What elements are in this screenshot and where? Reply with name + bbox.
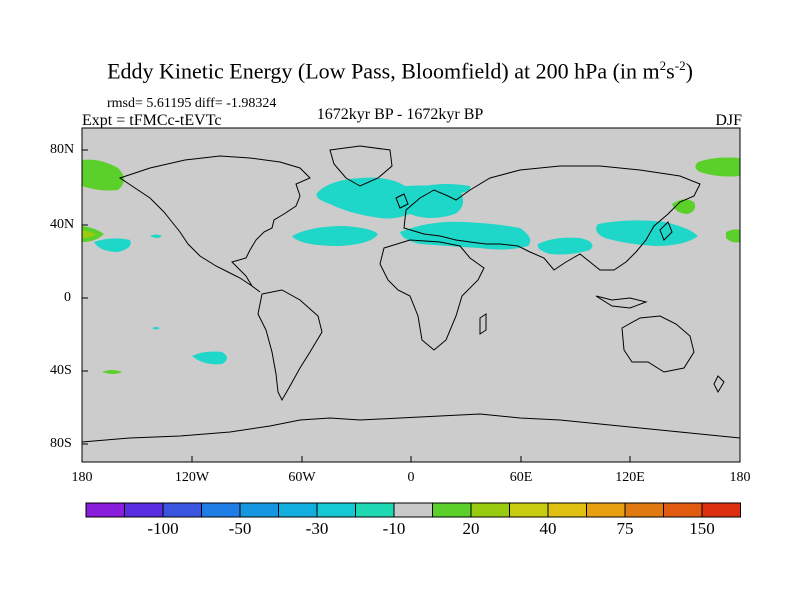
colorbar-swatch: [355, 502, 395, 518]
patch-pacific-east: [726, 229, 740, 243]
patch-south-small: [152, 327, 160, 330]
patch-south-green: [102, 370, 122, 374]
lon-label-180e: 180: [729, 470, 751, 485]
patch-pacific-small: [150, 234, 162, 238]
coast-greenland: [329, 145, 393, 187]
patch-central-asia: [537, 237, 593, 255]
colorbar-swatch: [586, 502, 626, 518]
patch-aleutian-core: [82, 230, 96, 238]
lat-label-40s: 40S: [50, 363, 72, 378]
coast-indonesia: [595, 295, 648, 309]
colorbar-swatch: [470, 502, 510, 518]
experiment-label: Expt = tFMCc-tEVTc: [82, 112, 222, 129]
lat-label-40n: 40N: [50, 217, 75, 232]
patch-mid-atlantic: [292, 226, 378, 246]
coast-north-america: [118, 155, 311, 293]
colorbar-label: 150: [689, 519, 715, 538]
patch-mediterranean: [400, 221, 531, 250]
colorbar-swatch: [85, 502, 125, 518]
colorbar-swatch: [239, 502, 279, 518]
colorbar-swatch: [509, 502, 549, 518]
colorbar-swatch: [162, 502, 202, 518]
lon-label-0: 0: [407, 470, 415, 485]
coast-madagascar: [479, 313, 487, 335]
lat-label-80n: 80N: [50, 142, 75, 157]
colorbar-swatch: [316, 502, 356, 518]
stats-text: rmsd= 5.61195 diff= -1.98324: [107, 96, 277, 111]
axis-ticks: [82, 149, 631, 462]
patch-pacific-west: [672, 199, 696, 214]
colorbar-label: -30: [305, 519, 329, 538]
patch-north-atlantic: [316, 177, 464, 219]
colorbar-label: 40: [539, 519, 557, 538]
colorbar: [85, 502, 741, 518]
coast-south-america: [257, 289, 323, 402]
colorbar-swatch: [124, 502, 164, 518]
coast-eurasia: [403, 165, 701, 271]
patch-arctic-west: [82, 159, 124, 191]
colorbar-label: -50: [228, 519, 252, 538]
lon-label-120w: 120W: [174, 470, 210, 485]
lon-label-180w: 180: [71, 470, 93, 485]
plot-title: Eddy Kinetic Energy (Low Pass, Bloomfiel…: [107, 58, 693, 84]
colorbar-swatch: [547, 502, 587, 518]
lat-label-0: 0: [64, 290, 71, 305]
colorbar-label: -10: [382, 519, 406, 538]
colorbar-swatch: [432, 502, 472, 518]
colorbar-label: 75: [616, 519, 634, 538]
colorbar-swatch: [624, 502, 664, 518]
patch-south-pacific: [192, 351, 227, 365]
colorbar-swatch: [663, 502, 703, 518]
period-label: 1672kyr BP - 1672kyr BP: [316, 106, 484, 123]
colorbar-swatch: [201, 502, 241, 518]
coast-british-isles: [395, 193, 409, 209]
colorbar-label: -100: [147, 519, 179, 538]
anomaly-patches: [82, 157, 740, 374]
coast-australia: [621, 315, 695, 373]
map-ocean: [82, 128, 740, 462]
coast-japan: [659, 221, 673, 241]
patch-arctic-east: [695, 157, 740, 177]
coastlines: [81, 145, 741, 443]
colorbar-swatch: [701, 502, 741, 518]
season-label: DJF: [715, 112, 742, 129]
lat-label-80s: 80S: [50, 436, 72, 451]
lon-label-60e: 60E: [509, 470, 533, 485]
patch-east-asia: [596, 220, 698, 246]
coast-antarctica: [81, 413, 741, 443]
colorbar-swatch: [278, 502, 318, 518]
coast-new-zealand: [713, 375, 725, 394]
lon-label-120e: 120E: [615, 470, 645, 485]
lon-label-60w: 60W: [288, 470, 316, 485]
patch-north-pacific: [94, 238, 131, 252]
colorbar-label: 20: [462, 519, 480, 538]
coast-africa: [379, 239, 485, 351]
colorbar-swatch: [393, 502, 433, 518]
